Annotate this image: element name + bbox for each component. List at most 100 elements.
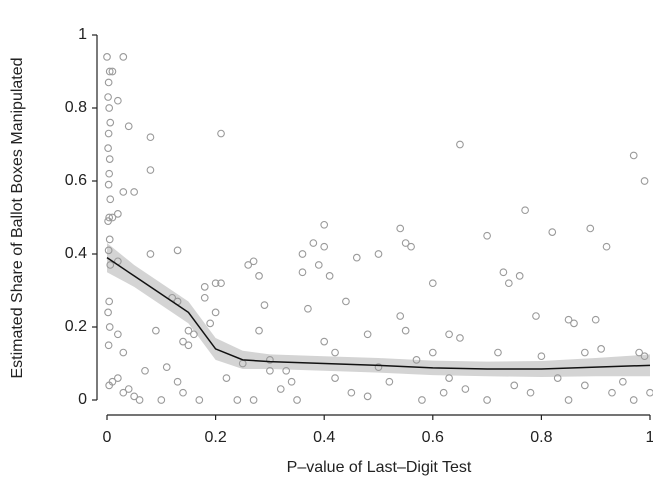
data-point — [564, 396, 573, 404]
data-point — [363, 392, 372, 401]
data-point — [255, 326, 263, 335]
data-point — [320, 337, 329, 346]
data-point — [553, 374, 562, 382]
data-point — [173, 377, 182, 386]
data-point — [104, 144, 112, 152]
data-point — [504, 279, 513, 288]
data-point — [105, 323, 114, 331]
data-point — [320, 220, 329, 229]
data-point — [103, 53, 111, 61]
data-point — [200, 283, 209, 291]
data-point — [104, 93, 112, 101]
x-tick-label: 0 — [103, 429, 112, 446]
y-tick-label: 0.8 — [65, 99, 87, 116]
data-point — [255, 272, 263, 280]
data-point — [179, 388, 187, 397]
data-point — [640, 352, 649, 361]
data-point — [206, 319, 215, 328]
data-point — [331, 348, 339, 357]
data-point — [105, 213, 114, 222]
data-point — [456, 334, 464, 342]
data-point — [445, 374, 453, 382]
data-point — [104, 78, 113, 87]
data-point — [401, 239, 410, 247]
data-point — [105, 104, 114, 112]
data-point — [586, 224, 595, 233]
data-point — [249, 257, 258, 266]
y-axis-label: Estimated Share of Ballot Boxes Manipula… — [9, 57, 26, 378]
data-point — [173, 246, 182, 255]
data-point — [439, 388, 448, 397]
data-point — [580, 348, 589, 357]
data-point — [445, 330, 453, 339]
x-tick-label: 1 — [646, 429, 653, 446]
data-point — [119, 53, 128, 61]
data-point — [119, 348, 128, 357]
data-point — [249, 396, 258, 404]
data-point — [146, 133, 155, 142]
data-point — [217, 279, 225, 288]
data-point — [157, 396, 166, 404]
data-point — [374, 363, 383, 372]
data-point — [635, 348, 643, 357]
data-point — [483, 231, 491, 240]
data-point — [108, 377, 117, 386]
data-point — [646, 388, 653, 397]
data-point — [104, 180, 113, 189]
data-point — [309, 239, 318, 247]
data-point — [461, 385, 470, 393]
data-point — [298, 268, 307, 277]
data-point — [211, 308, 220, 317]
data-point — [412, 356, 421, 364]
data-point — [124, 385, 133, 393]
data-point — [108, 213, 117, 222]
data-point — [141, 366, 149, 375]
data-point — [106, 118, 115, 127]
data-point — [114, 96, 122, 105]
data-point — [130, 188, 138, 196]
data-point — [526, 388, 535, 397]
data-point — [190, 330, 198, 339]
data-point — [146, 250, 155, 258]
data-point — [401, 326, 410, 335]
data-point — [521, 206, 529, 215]
data-point — [396, 224, 405, 233]
data-point — [287, 377, 296, 386]
data-point — [124, 122, 133, 131]
x-tick-label: 0.8 — [530, 429, 552, 446]
data-point — [363, 330, 372, 339]
data-point — [314, 261, 323, 269]
data-point — [195, 396, 204, 404]
data-point — [266, 356, 274, 364]
y-tick-label: 0.6 — [65, 172, 87, 189]
data-point — [266, 366, 274, 375]
data-point — [119, 388, 128, 397]
y-tick-label: 0.2 — [65, 318, 87, 335]
data-point — [385, 377, 394, 386]
data-point — [130, 392, 138, 401]
data-point — [104, 129, 113, 138]
data-point — [570, 319, 578, 328]
data-point — [515, 272, 524, 280]
data-point — [146, 166, 155, 174]
data-point — [580, 381, 589, 390]
data-point — [428, 279, 437, 288]
y-tick-label: 0.4 — [65, 245, 87, 262]
data-point — [217, 129, 225, 138]
data-point — [293, 396, 301, 404]
data-point — [608, 388, 616, 397]
data-point — [105, 297, 114, 306]
confidence-band — [107, 243, 650, 378]
data-point — [260, 301, 269, 309]
data-point — [304, 304, 312, 313]
data-point — [629, 151, 638, 160]
data-point — [374, 250, 383, 258]
data-point — [114, 210, 122, 218]
data-point — [298, 250, 307, 258]
data-point — [105, 155, 114, 163]
data-point — [105, 169, 114, 178]
data-point — [104, 246, 113, 255]
data-point — [233, 396, 242, 404]
data-point — [548, 228, 557, 236]
